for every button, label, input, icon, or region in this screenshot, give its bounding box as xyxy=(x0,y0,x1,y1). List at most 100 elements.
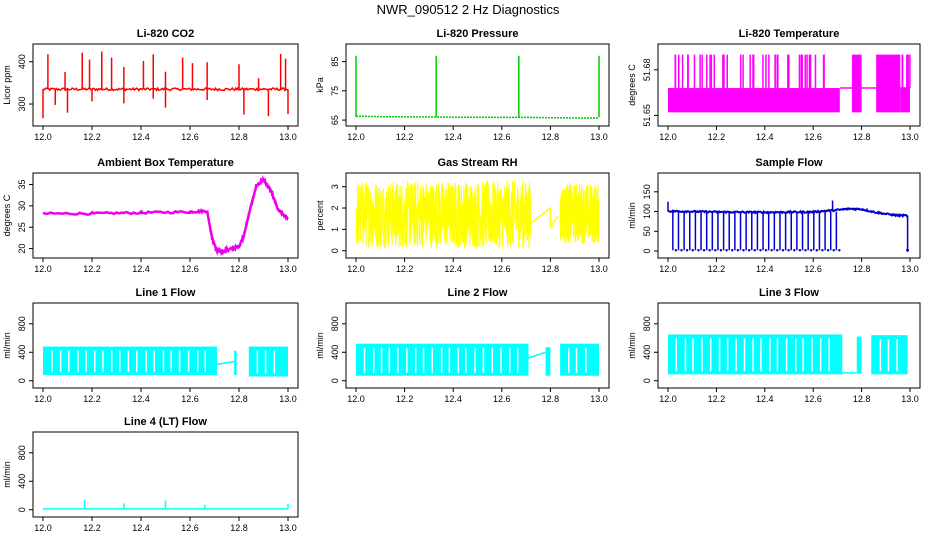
y-axis-label: kPa xyxy=(315,77,325,93)
x-tick-label: 12.2 xyxy=(708,394,726,404)
x-tick-label: 13.0 xyxy=(590,394,608,404)
dropout-point xyxy=(832,249,835,252)
x-tick-label: 12.6 xyxy=(493,264,511,274)
y-axis-label: degrees C xyxy=(2,194,12,236)
dropout-point xyxy=(838,249,841,252)
x-tick-label: 12.4 xyxy=(132,132,150,142)
x-tick-label: 12.8 xyxy=(542,264,560,274)
fill-band xyxy=(851,88,862,113)
x-tick-label: 12.6 xyxy=(493,132,511,142)
x-tick-label: 12.0 xyxy=(347,264,365,274)
x-tick-label: 12.6 xyxy=(181,132,199,142)
x-tick-label: 12.2 xyxy=(708,132,726,142)
dropout-point xyxy=(714,249,717,252)
x-tick-label: 12.6 xyxy=(181,394,199,404)
series-line xyxy=(355,115,599,119)
y-tick-label: 51.65 xyxy=(642,104,652,127)
dropout-point xyxy=(753,249,756,252)
main-title: NWR_090512 2 Hz Diagnostics xyxy=(376,2,560,17)
x-tick-label: 12.0 xyxy=(34,264,52,274)
y-tick-label: 35 xyxy=(17,180,27,190)
dropout-point xyxy=(809,249,813,252)
y-tick-label: 2 xyxy=(330,206,340,211)
chart-panel: Sample Flow ml/min 12.0 12.2 12.4 12.6 12.8 13.… xyxy=(627,157,921,274)
x-tick-label: 13.0 xyxy=(279,523,297,533)
plot-frame xyxy=(32,431,299,518)
x-tick-label: 12.2 xyxy=(83,264,101,274)
x-tick-label: 12.8 xyxy=(853,394,871,404)
y-axis-label: degrees C xyxy=(627,64,637,106)
y-tick-label: 30 xyxy=(17,201,27,211)
fill-band xyxy=(856,336,862,374)
y-tick-label: 25 xyxy=(17,222,27,232)
plot-frame xyxy=(345,172,610,259)
dropout-point xyxy=(770,249,773,252)
fill-band xyxy=(900,88,910,113)
x-tick-label: 12.6 xyxy=(181,264,199,274)
y-tick-label: 800 xyxy=(642,316,652,331)
chart-title: Line 3 Flow xyxy=(759,287,819,299)
x-tick-label: 12.4 xyxy=(132,264,150,274)
x-tick-label: 12.0 xyxy=(34,523,52,533)
x-tick-label: 12.4 xyxy=(132,523,150,533)
fill-band xyxy=(871,335,908,375)
dropout-point xyxy=(708,249,711,252)
x-tick-label: 12.2 xyxy=(396,394,414,404)
x-tick-label: 12.4 xyxy=(132,394,150,404)
x-tick-label: 12.8 xyxy=(542,132,560,142)
dropout-point xyxy=(776,249,779,252)
dropout-point xyxy=(793,249,796,252)
x-tick-label: 12.4 xyxy=(444,394,462,404)
chart-title: Line 2 Flow xyxy=(448,287,508,299)
x-tick-label: 12.4 xyxy=(756,394,774,404)
x-tick-label: 12.8 xyxy=(230,523,248,533)
plot-frame xyxy=(345,302,610,389)
series-line xyxy=(559,182,600,245)
chart-panel: Line 3 Flow ml/min 12.0 12.2 12.4 12.6 12.8 13.… xyxy=(627,287,921,404)
x-tick-label: 12.6 xyxy=(804,132,822,142)
chart-title: Gas Stream RH xyxy=(437,157,517,169)
chart-title: Sample Flow xyxy=(755,157,823,169)
x-tick-label: 13.0 xyxy=(279,264,297,274)
dropout-point xyxy=(781,249,785,252)
y-tick-label: 100 xyxy=(642,204,652,219)
series-line xyxy=(530,206,559,230)
chart-panel: Gas Stream RH percent 12.0 12.2 12.4 12.6 12.8… xyxy=(315,157,610,274)
y-tick-label: 1 xyxy=(330,227,340,232)
y-axis-label: ml/min xyxy=(627,332,637,359)
y-tick-label: 0 xyxy=(330,378,340,383)
dropout-point xyxy=(815,249,819,252)
chart-title: Line 1 Flow xyxy=(136,287,196,299)
x-tick-label: 12.6 xyxy=(804,264,822,274)
x-tick-label: 12.8 xyxy=(542,394,560,404)
y-axis-label: ml/min xyxy=(627,202,637,229)
series-line xyxy=(355,180,532,249)
dropout-point xyxy=(680,249,683,252)
series-line xyxy=(42,174,289,257)
chart-panel: Li-820 Pressure kPa 12.0 12.2 12.4 12.6 12.8 13… xyxy=(315,28,610,142)
dropout-point xyxy=(906,248,910,252)
series-line xyxy=(216,360,235,366)
dropout-point xyxy=(691,249,694,252)
x-tick-label: 12.0 xyxy=(659,394,677,404)
fill-band xyxy=(668,334,843,375)
x-tick-label: 12.0 xyxy=(347,394,365,404)
y-tick-label: 51.68 xyxy=(642,59,652,82)
x-tick-label: 12.8 xyxy=(230,264,248,274)
y-axis-label: ml/min xyxy=(315,332,325,359)
fill-band xyxy=(560,343,599,376)
y-axis-label: percent xyxy=(315,200,325,231)
x-tick-label: 13.0 xyxy=(901,394,919,404)
x-tick-label: 12.0 xyxy=(659,264,677,274)
dropout-point xyxy=(697,249,700,252)
x-tick-label: 12.4 xyxy=(756,264,774,274)
x-tick-label: 12.8 xyxy=(853,264,871,274)
chart-panel: Ambient Box Temperature degrees C 12.0 12.2… xyxy=(2,157,299,274)
y-tick-label: 400 xyxy=(330,345,340,360)
x-tick-label: 12.8 xyxy=(853,132,871,142)
series-line xyxy=(667,207,909,219)
chart-panel: Line 2 Flow ml/min 12.0 12.2 12.4 12.6 12.8 13.… xyxy=(315,287,610,404)
x-tick-label: 12.6 xyxy=(493,394,511,404)
y-tick-label: 800 xyxy=(17,445,27,460)
